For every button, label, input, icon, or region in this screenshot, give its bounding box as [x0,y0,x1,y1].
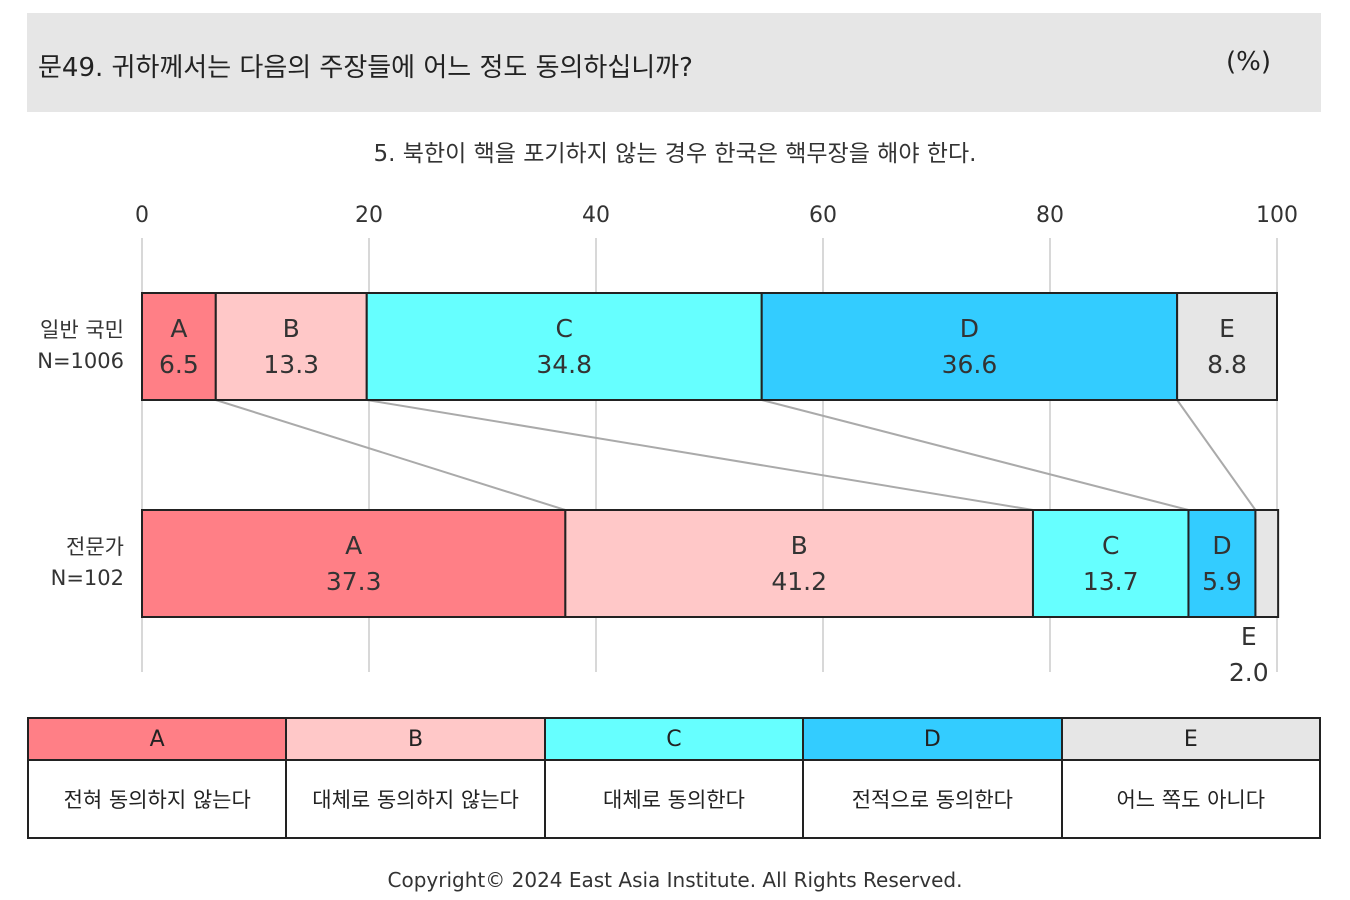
legend-label-b: 대체로 동의하지 않는다 [285,759,546,839]
bar-segment-d [760,292,1179,401]
segment-value-label: 13.7 [1083,567,1139,596]
bar-segment-e [1254,509,1280,618]
category-n-label: N=102 [51,566,124,590]
legend-label-c: 대체로 동의한다 [543,759,805,839]
segment-code-label: A [345,531,362,560]
legend-label-e: 어느 쪽도 아니다 [1060,759,1322,839]
legend-code-e: E [1060,717,1322,761]
segment-code-label: B [283,314,300,343]
bar-segment-c [365,292,763,401]
legend-label-a: 전혀 동의하지 않는다 [26,759,288,839]
segment-code-label: B [791,531,808,560]
category-n-label: N=1006 [37,349,124,373]
legend-code-b: B [285,717,546,761]
segment-code-label: C [1102,531,1119,560]
legend-table: A B C D E 전혀 동의하지 않는다 대체로 동의하지 않는다 대체로 동… [26,717,1322,839]
connector-line [1176,399,1257,511]
x-tick-label-20: 20 [355,203,383,228]
segment-value-label: 5.9 [1202,567,1242,596]
question-text: 문49. 귀하께서는 다음의 주장들에 어느 정도 동의하십니까? [38,53,693,83]
stacked-bar-chart: 0 20 40 60 80 100 일반 국민 N=1006 전문가 N=102 A 6.5 B 13.3… [37,203,1298,687]
category-label: 일반 국민 [40,318,124,342]
copyright-footer: Copyright© 2024 East Asia Institute. All… [387,868,963,892]
x-tick-label-100: 100 [1256,203,1298,228]
segment-code-label: C [555,314,572,343]
connector-line [215,399,566,511]
x-tick-label-80: 80 [1036,203,1064,228]
segment-code-label: A [170,314,187,343]
segment-value-label: 6.5 [159,350,199,379]
segment-value-label: 2.0 [1229,658,1269,687]
legend-code-c: C [543,717,805,761]
chart-title: 5. 북한이 핵을 포기하지 않는 경우 한국은 핵무장을 해야 한다. [373,141,977,167]
connector-line [761,399,1189,511]
unit-label: (%) [1226,47,1271,77]
question-header: 문49. 귀하께서는 다음의 주장들에 어느 정도 동의하십니까? (%) [27,13,1321,112]
category-label: 전문가 [66,535,124,559]
segment-code-label: E [1219,314,1235,343]
segment-value-label: 8.8 [1207,350,1247,379]
segment-value-label: 34.8 [536,350,592,379]
segment-code-label: D [960,314,979,343]
segment-code-label: D [1212,531,1231,560]
x-tick-label-0: 0 [135,203,149,228]
bar-segment-a [141,509,567,618]
segment-code-label: E [1241,622,1257,651]
x-tick-label-40: 40 [582,203,610,228]
legend-code-a: A [26,717,288,761]
bar-segment-a [141,292,217,401]
x-tick-label-60: 60 [809,203,837,228]
bar-segment-e [1176,292,1278,401]
segment-value-label: 41.2 [771,567,827,596]
segment-value-label: 36.6 [942,350,998,379]
bar-segment-b [214,292,368,401]
segment-value-label: 37.3 [326,567,382,596]
segment-value-label: 13.3 [263,350,319,379]
bar-segment-d [1187,509,1257,618]
legend-code-d: D [802,717,1063,761]
bar-segment-b [564,509,1034,618]
bar-segment-c [1031,509,1190,618]
connector-line [366,399,1034,511]
legend-label-d: 전적으로 동의한다 [802,759,1063,839]
